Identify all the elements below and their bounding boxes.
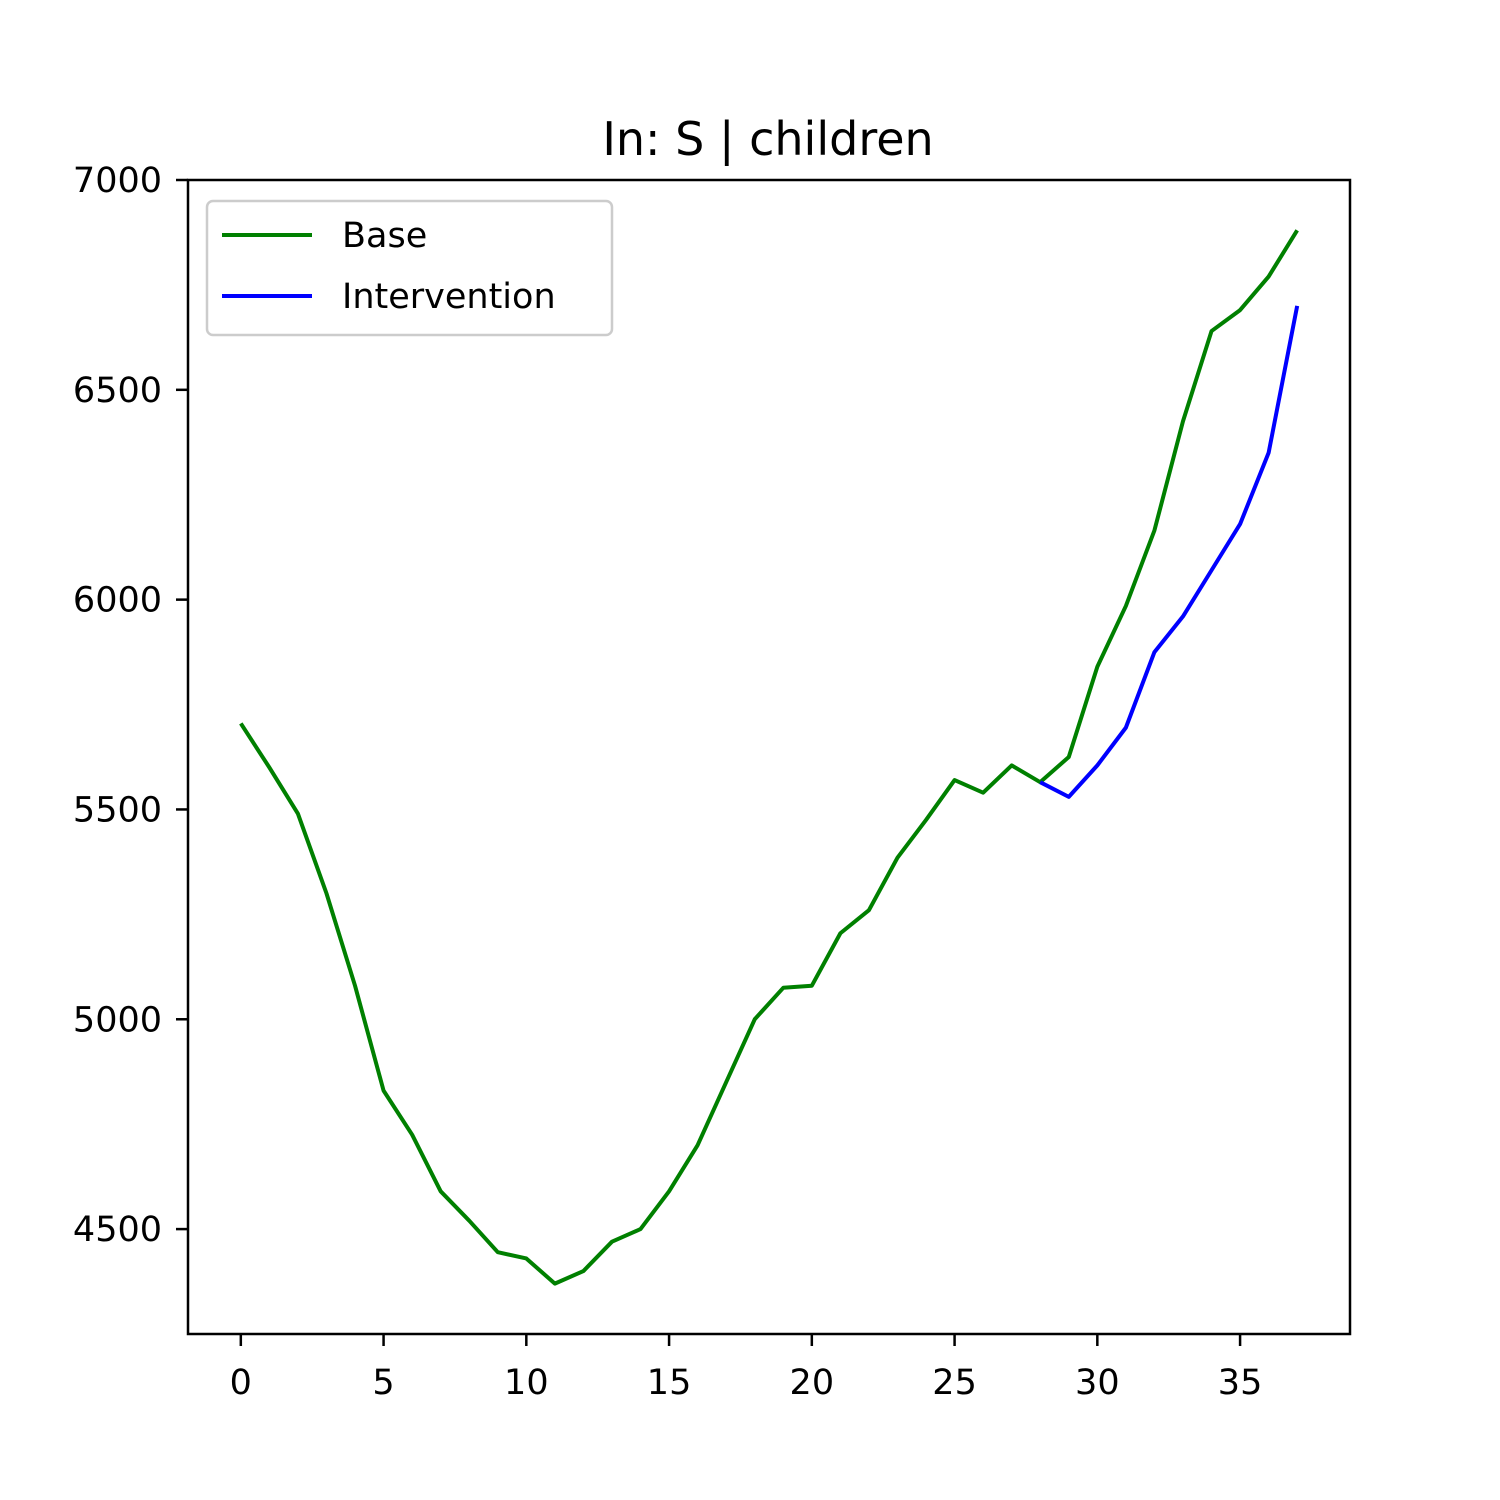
series-line-0	[239, 229, 1299, 1286]
y-tick-label: 6000	[73, 581, 162, 621]
x-tick-label: 10	[504, 1363, 549, 1403]
y-tick-label: 7000	[73, 161, 162, 201]
y-tick-label: 4500	[73, 1210, 162, 1250]
legend: Base Intervention	[205, 199, 614, 337]
y-tick-label: 6500	[73, 371, 162, 411]
y-tick-label: 5500	[73, 790, 162, 830]
x-tick-label: 25	[932, 1363, 977, 1403]
x-tick-label: 0	[230, 1363, 252, 1403]
plot-frame	[186, 178, 1352, 1336]
y-axis: 4500 5000 5500 6000 6500 7000	[73, 161, 188, 1250]
series-layer	[239, 229, 1300, 1286]
x-axis: 0 5 10 15 20 25 30 35	[230, 1334, 1263, 1403]
x-tick-label: 15	[647, 1363, 692, 1403]
x-tick-label: 35	[1218, 1363, 1263, 1403]
x-tick-label: 30	[1075, 1363, 1120, 1403]
series-line-1	[1039, 305, 1300, 799]
legend-label-1: Intervention	[342, 277, 556, 317]
legend-label-0: Base	[342, 216, 427, 256]
x-tick-label: 5	[372, 1363, 394, 1403]
chart-title: In: S | children	[602, 112, 933, 167]
x-tick-label: 20	[790, 1363, 835, 1403]
y-tick-label: 5000	[73, 1000, 162, 1040]
